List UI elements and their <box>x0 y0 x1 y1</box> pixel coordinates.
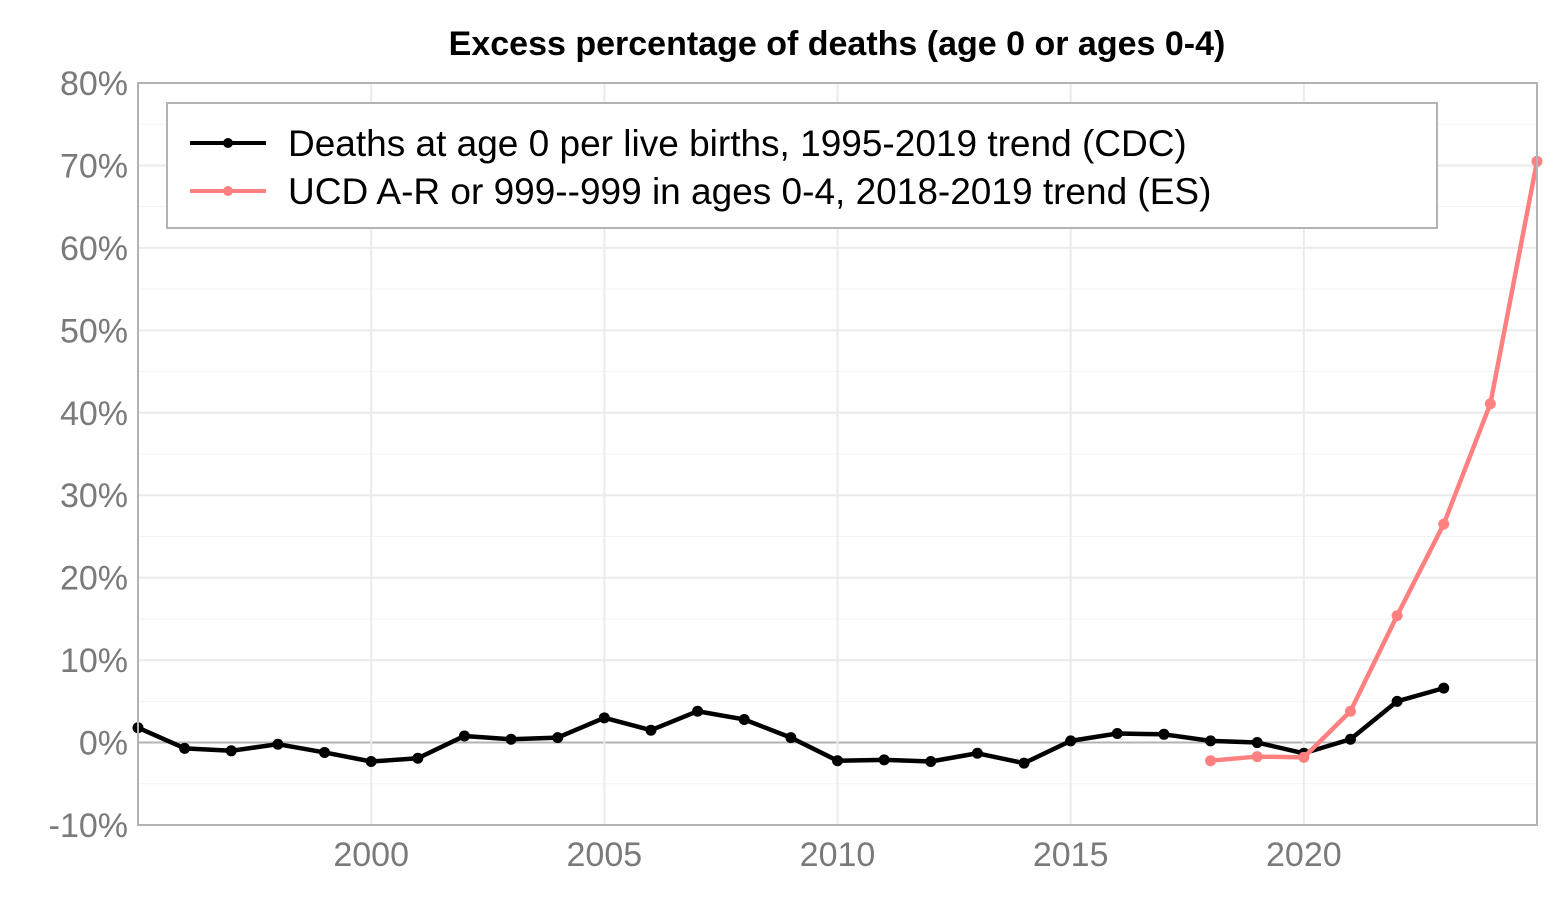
legend-label-0: Deaths at age 0 per live births, 1995-20… <box>288 123 1187 164</box>
y-tick-label: 70% <box>60 147 128 185</box>
data-point-1 <box>1344 705 1356 717</box>
data-point-0 <box>552 732 564 744</box>
data-point-0 <box>1205 735 1217 747</box>
data-point-1 <box>1391 610 1403 622</box>
data-point-0 <box>878 754 890 766</box>
data-point-0 <box>832 755 843 767</box>
data-point-0 <box>1344 733 1356 745</box>
series-layer <box>132 155 1543 769</box>
data-point-0 <box>1438 682 1450 694</box>
y-tick-label: 60% <box>60 230 128 268</box>
data-point-0 <box>225 745 237 757</box>
data-point-1 <box>1205 755 1217 767</box>
data-point-0 <box>412 752 424 764</box>
legend-key-point-0 <box>223 138 233 148</box>
data-point-0 <box>1158 728 1170 740</box>
data-point-0 <box>925 756 937 768</box>
data-point-0 <box>179 742 191 754</box>
data-point-0 <box>272 738 284 750</box>
data-point-0 <box>458 730 470 742</box>
data-point-0 <box>1111 727 1123 739</box>
x-tick-label: 2010 <box>800 836 876 874</box>
x-tick-label: 2015 <box>1033 836 1109 874</box>
data-point-0 <box>645 724 657 736</box>
y-tick-label: 0% <box>79 725 128 763</box>
data-point-0 <box>785 732 797 744</box>
plot-border <box>137 82 1538 826</box>
chart-title: Excess percentage of deaths (age 0 or ag… <box>449 25 1226 63</box>
data-point-1 <box>1438 518 1450 530</box>
y-tick-label: 10% <box>60 642 128 680</box>
y-tick-label: 50% <box>60 312 128 350</box>
data-point-1 <box>1298 751 1310 763</box>
data-point-0 <box>1018 757 1030 769</box>
x-tick-label: 2000 <box>333 836 409 874</box>
data-point-0 <box>692 705 704 717</box>
series-line-0 <box>137 685 1445 766</box>
x-axis: 2000 2005 2010 2015 2020 <box>333 836 1341 874</box>
data-point-1 <box>1484 398 1496 410</box>
data-point-0 <box>505 733 517 745</box>
data-point-0 <box>365 756 377 768</box>
data-point-0 <box>319 746 331 758</box>
data-point-0 <box>1391 695 1403 707</box>
data-point-0 <box>598 712 610 724</box>
data-point-0 <box>738 713 750 725</box>
y-tick-label: 20% <box>60 560 128 598</box>
y-tick-label: 30% <box>60 477 128 515</box>
legend-label-1: UCD A-R or 999--999 in ages 0-4, 2018-20… <box>288 171 1211 212</box>
y-axis: -10% 0% 10% 20% 30% 40% 50% 60% 70% 80% <box>49 65 128 845</box>
legend-box <box>166 102 1438 229</box>
x-tick-label: 2005 <box>567 836 643 874</box>
y-tick-label: 40% <box>60 395 128 433</box>
legend: Deaths at age 0 per live births, 1995-20… <box>166 102 1438 229</box>
legend-key-point-1 <box>223 186 233 196</box>
data-point-1 <box>1251 751 1263 763</box>
data-point-0 <box>1251 737 1263 749</box>
y-tick-label: -10% <box>49 807 128 845</box>
x-tick-label: 2020 <box>1266 836 1342 874</box>
data-point-0 <box>971 747 983 759</box>
data-point-0 <box>1065 735 1077 747</box>
series-line-1 <box>1210 160 1540 763</box>
y-tick-label: 80% <box>60 65 128 103</box>
